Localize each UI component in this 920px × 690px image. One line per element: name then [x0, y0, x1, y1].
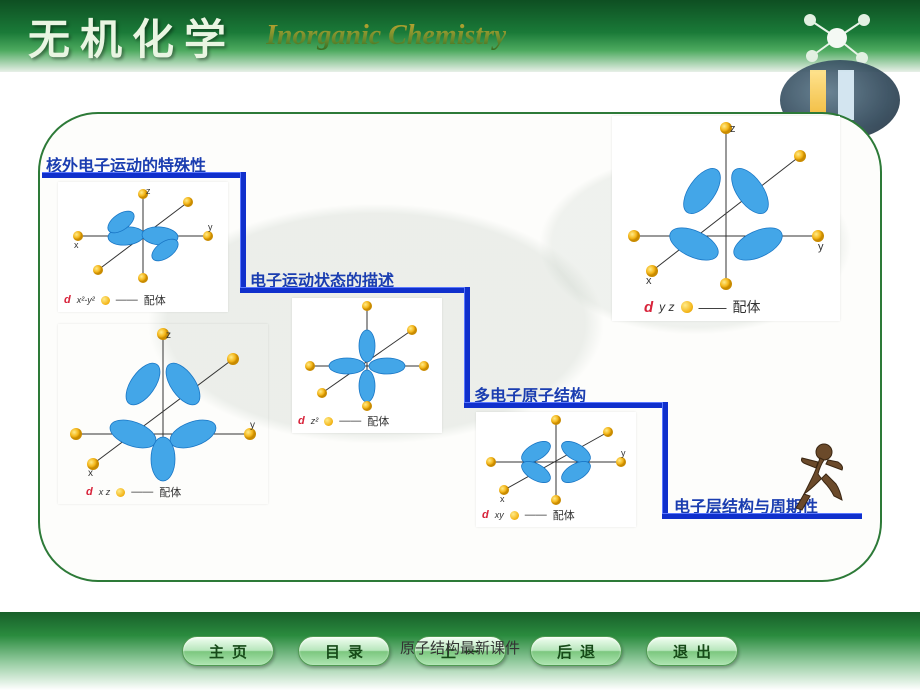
- orbital-dz2: dz² ——配体: [292, 298, 442, 433]
- svg-text:x: x: [500, 494, 505, 504]
- step-line: [240, 172, 246, 290]
- svg-text:y: y: [208, 222, 213, 232]
- title-english: Inorganic Chemistry: [266, 20, 506, 52]
- orbital-caption: dx z ——配体: [86, 484, 181, 500]
- svg-text:z: z: [146, 186, 151, 196]
- svg-text:z: z: [166, 330, 171, 341]
- orbital-dxy: y x dxy ——配体: [476, 412, 636, 527]
- runner-icon: [790, 440, 850, 520]
- step-line: [42, 172, 240, 178]
- step-line: [240, 287, 464, 293]
- nav-toc-button[interactable]: 目录: [298, 636, 390, 666]
- svg-text:y: y: [250, 420, 255, 431]
- content-panel: 核外电子运动的特殊性 电子运动状态的描述 多电子原子结构 电子层结构与周期性: [38, 112, 882, 582]
- title-chinese: 无机化学: [28, 6, 236, 67]
- step-line: [662, 402, 668, 516]
- step-line: [464, 287, 470, 405]
- orbital-dxz: z y x dx z ——配体: [58, 324, 268, 504]
- orbital-caption: dz² ——配体: [298, 413, 389, 429]
- nav-home-button[interactable]: 主页: [182, 636, 274, 666]
- step-line: [464, 402, 662, 408]
- nav-next-button[interactable]: 后退: [530, 636, 622, 666]
- svg-text:x: x: [88, 468, 93, 479]
- nav-exit-button[interactable]: 退出: [646, 636, 738, 666]
- molecule-icon: [792, 8, 882, 68]
- svg-text:y: y: [621, 448, 626, 458]
- svg-text:x: x: [646, 275, 652, 287]
- orbital-caption: dy z ——配体: [644, 297, 761, 317]
- nav-prev-button[interactable]: 上一: [414, 636, 506, 666]
- orbital-dx2y2: y z x dx²-y² ——配体: [58, 182, 228, 312]
- orbital-caption: dxy ——配体: [482, 507, 575, 523]
- svg-text:x: x: [74, 240, 79, 250]
- orbital-caption: dx²-y² ——配体: [64, 292, 166, 308]
- footer-bar: 主页 目录 上一 后退 退出 原子结构最新课件: [0, 612, 920, 690]
- svg-text:z: z: [730, 123, 736, 135]
- header-bar: 无机化学 Inorganic Chemistry: [0, 0, 920, 72]
- svg-text:y: y: [818, 241, 824, 253]
- orbital-dyz: z y x dy z ——配体: [612, 116, 840, 321]
